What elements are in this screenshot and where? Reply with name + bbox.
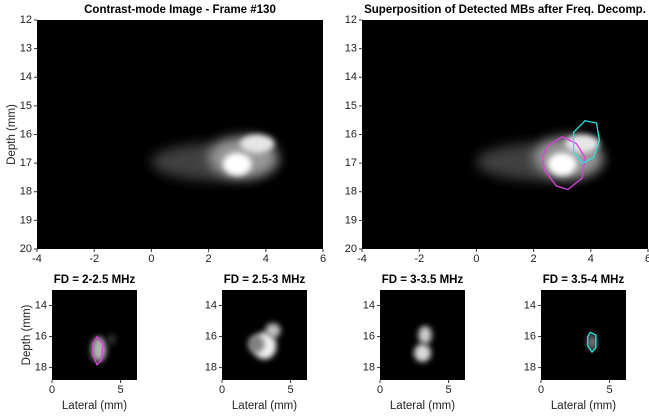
detected-contour: [587, 331, 597, 354]
panel: 0 5 14 16 18 FD = 3-3.5 MHz Lateral (mm): [363, 274, 465, 412]
echo-blob: [265, 323, 281, 338]
image: [151, 134, 278, 181]
y-tick-label: 16: [20, 128, 32, 140]
image-background: [541, 290, 626, 380]
x-tick-label: 5: [117, 384, 123, 396]
image-background: [362, 20, 648, 249]
panel: -4 -2 0 2 4 6 12 13 14 15 16 17 18 19 20 Superposition …: [345, 4, 649, 265]
echo-blob: [240, 134, 275, 153]
y-tick-label: 14: [20, 71, 32, 83]
x-tick-label: 5: [287, 384, 293, 396]
x-tick-label: -2: [89, 253, 99, 265]
x-tick-label: 5: [445, 384, 451, 396]
y-tick-label: 16: [524, 330, 536, 342]
echo-blob: [565, 134, 600, 153]
echo-blob: [547, 152, 577, 176]
panel-title: FD = 3-3.5 MHz: [382, 274, 464, 286]
y-tick-label: 15: [345, 100, 357, 112]
x-tick-label: 0: [49, 384, 55, 396]
x-tick-label: 0: [473, 253, 479, 265]
image: [247, 323, 281, 360]
image: [91, 334, 116, 366]
y-tick-label: 18: [363, 361, 375, 373]
y-tick-label: 16: [205, 330, 217, 342]
x-axis-label: Lateral (mm): [551, 400, 616, 412]
detected-contour: [541, 136, 586, 191]
panel: -4 -2 0 2 4 6 12 13 14 15 16 17 18 19 20 Contrast-mode …: [6, 4, 326, 265]
y-tick-label: 17: [345, 157, 357, 169]
y-tick-label: 16: [363, 330, 375, 342]
echo-blob: [418, 326, 432, 344]
panel: 0 5 14 16 18 FD = 3.5-4 MHz Lateral (mm): [524, 274, 626, 412]
y-tick-label: 18: [205, 361, 217, 373]
detected-contour: [92, 335, 104, 366]
y-tick-label: 18: [20, 186, 32, 198]
panel-title: Contrast-mode Image - Frame #130: [84, 4, 276, 16]
y-tick-label: 15: [20, 100, 32, 112]
y-tick-label: 20: [345, 243, 357, 255]
panel-title: FD = 2.5-3 MHz: [224, 274, 306, 286]
x-tick-label: 6: [320, 253, 326, 265]
y-tick-label: 18: [345, 186, 357, 198]
x-tick-label: 0: [538, 384, 544, 396]
y-tick-label: 18: [524, 361, 536, 373]
y-tick-label: 13: [345, 43, 357, 55]
x-tick-label: 4: [263, 253, 269, 265]
panel: 0 5 14 16 18 FD = 2.5-3 MHz Lateral (mm): [205, 274, 307, 412]
y-tick-label: 19: [20, 214, 32, 226]
echo-blob: [414, 344, 431, 362]
y-tick-label: 16: [35, 330, 47, 342]
x-tick-label: 5: [606, 384, 612, 396]
panel-title: Superposition of Detected MBs after Freq…: [364, 4, 646, 16]
panel-title: FD = 2-2.5 MHz: [54, 274, 136, 286]
y-tick-label: 19: [345, 214, 357, 226]
y-tick-label: 12: [345, 14, 357, 26]
x-tick-label: 2: [531, 253, 537, 265]
image: [586, 331, 598, 354]
x-tick-label: -4: [32, 253, 42, 265]
y-tick-label: 14: [345, 71, 357, 83]
x-axis-label: Lateral (mm): [390, 400, 455, 412]
detected-contour: [572, 120, 601, 164]
x-axis-label: Lateral (mm): [62, 400, 127, 412]
y-tick-label: 14: [524, 299, 536, 311]
y-tick-label: 13: [20, 43, 32, 55]
y-tick-label: 20: [20, 243, 32, 255]
echo-blob: [586, 334, 598, 351]
y-axis-label: Depth (mm): [21, 304, 33, 365]
x-axis-label: Lateral (mm): [232, 400, 297, 412]
y-tick-label: 12: [20, 14, 32, 26]
echo-blob: [107, 334, 116, 345]
panel-title: FD = 3.5-4 MHz: [543, 274, 625, 286]
x-tick-label: 0: [148, 253, 154, 265]
y-axis-label: Depth (mm): [6, 104, 18, 165]
x-tick-label: -2: [414, 253, 424, 265]
x-tick-label: 4: [588, 253, 594, 265]
image-background: [37, 20, 323, 249]
y-tick-label: 14: [363, 299, 375, 311]
image: [414, 326, 432, 362]
y-tick-label: 14: [205, 299, 217, 311]
y-tick-label: 14: [35, 299, 47, 311]
echo-blob: [247, 335, 265, 353]
x-tick-label: 2: [206, 253, 212, 265]
x-tick-label: -4: [357, 253, 367, 265]
x-tick-label: 0: [377, 384, 383, 396]
echo-blob: [222, 152, 252, 176]
x-tick-label: 0: [219, 384, 225, 396]
x-tick-label: 6: [645, 253, 649, 265]
y-tick-label: 17: [20, 157, 32, 169]
image-background: [52, 290, 137, 380]
y-tick-label: 18: [35, 361, 47, 373]
y-tick-label: 16: [345, 128, 357, 140]
panel: 0 5 14 16 18 FD = 2-2.5 MHz Lateral (mm) Depth …: [21, 274, 137, 412]
image: [476, 120, 603, 191]
